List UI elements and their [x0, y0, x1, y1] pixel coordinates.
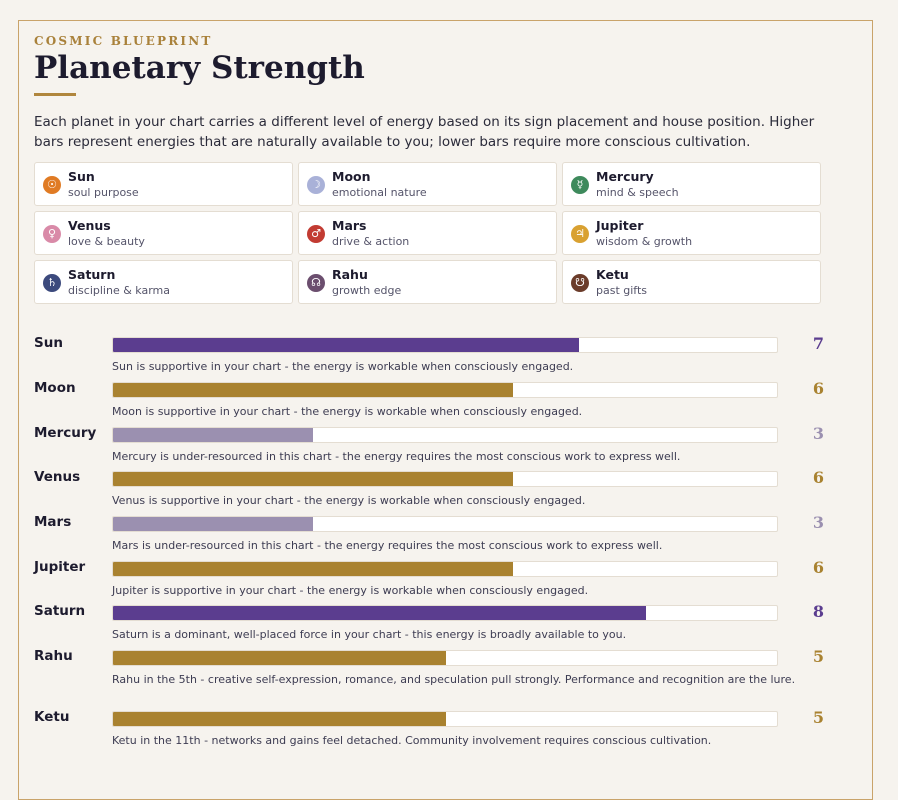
strength-note: Mars is under-resourced in this chart - …: [112, 539, 663, 552]
planet-card-sun: ☉ Sun soul purpose: [34, 162, 293, 206]
sun-icon: ☉: [43, 176, 61, 194]
strength-bar-fill: [113, 562, 513, 576]
planet-card-ketu: ☋ Ketu past gifts: [562, 260, 821, 304]
moon-icon: ☽: [307, 176, 325, 194]
strength-note: Jupiter is supportive in your chart - th…: [112, 584, 589, 597]
strength-bar-track: [112, 382, 778, 398]
planet-name: Jupiter: [596, 218, 644, 233]
planet-name: Mercury: [596, 169, 654, 184]
planet-desc: wisdom & growth: [596, 235, 693, 248]
planet-legend-grid: ☉ Sun soul purpose ☽ Moon emotional nature ☿ Me…: [34, 162, 822, 304]
strength-bar-track: [112, 337, 778, 353]
planet-desc: growth edge: [332, 284, 402, 297]
planet-name: Saturn: [68, 267, 116, 282]
planet-desc: emotional nature: [332, 186, 427, 199]
planet-desc: discipline & karma: [68, 284, 170, 297]
mars-icon: ♂: [307, 225, 325, 243]
planet-card-jupiter: ♃ Jupiter wisdom & growth: [562, 211, 821, 255]
planet-desc: mind & speech: [596, 186, 679, 199]
planet-desc: drive & action: [332, 235, 410, 248]
strength-planet-name: Jupiter: [34, 559, 86, 575]
strength-value: 6: [812, 558, 824, 577]
strength-value: 3: [812, 513, 824, 532]
strength-note: Sun is supportive in your chart - the en…: [112, 360, 574, 373]
strength-planet-name: Saturn: [34, 603, 86, 619]
strength-planet-name: Ketu: [34, 709, 70, 725]
planet-desc: past gifts: [596, 284, 648, 297]
page-title: Planetary Strength: [34, 50, 365, 86]
strength-bar-track: [112, 605, 778, 621]
intro-text: Each planet in your chart carries a diff…: [34, 114, 815, 150]
venus-icon: ♀: [43, 225, 61, 243]
planet-card-mercury: ☿ Mercury mind & speech: [562, 162, 821, 206]
planet-card-venus: ♀ Venus love & beauty: [34, 211, 293, 255]
jupiter-icon: ♃: [571, 225, 589, 243]
strength-bar-fill: [113, 606, 646, 620]
strength-bar-track: [112, 650, 778, 666]
strength-bar-fill: [113, 338, 580, 352]
strength-bar-fill: [113, 651, 446, 665]
strength-value: 8: [812, 602, 824, 621]
strength-note: Rahu in the 5th - creative self-expressi…: [112, 673, 796, 686]
strength-value: 6: [812, 468, 824, 487]
strength-value: 7: [812, 334, 824, 353]
planet-desc: soul purpose: [68, 186, 139, 199]
mercury-icon: ☿: [571, 176, 589, 194]
strength-bar-track: [112, 427, 778, 443]
strength-bar-fill: [113, 712, 446, 726]
strength-planet-name: Moon: [34, 380, 76, 396]
strength-bar-track: [112, 471, 778, 487]
strength-note: Moon is supportive in your chart - the e…: [112, 405, 583, 418]
planet-name: Sun: [68, 169, 95, 184]
strength-note: Mercury is under-resourced in this chart…: [112, 450, 681, 463]
strength-note: Venus is supportive in your chart - the …: [112, 494, 586, 507]
planet-name: Mars: [332, 218, 367, 233]
strength-bar-track: [112, 516, 778, 532]
saturn-icon: ♄: [43, 274, 61, 292]
strength-bar-track: [112, 711, 778, 727]
strength-bar-fill: [113, 428, 313, 442]
strength-bar-track: [112, 561, 778, 577]
ketu-icon: ☋: [571, 274, 589, 292]
strength-value: 3: [812, 424, 824, 443]
eyebrow-label: COSMIC BLUEPRINT: [34, 34, 213, 48]
planet-name: Rahu: [332, 267, 368, 282]
planet-desc: love & beauty: [68, 235, 145, 248]
strength-planet-name: Mercury: [34, 425, 97, 441]
planet-name: Ketu: [596, 267, 629, 282]
title-underline: [34, 93, 76, 96]
planet-card-mars: ♂ Mars drive & action: [298, 211, 557, 255]
planet-name: Moon: [332, 169, 371, 184]
planet-name: Venus: [68, 218, 111, 233]
strength-value: 5: [812, 647, 824, 666]
strength-value: 5: [812, 708, 824, 727]
strength-planet-name: Rahu: [34, 648, 73, 664]
strength-planet-name: Venus: [34, 469, 81, 485]
strength-bar-fill: [113, 472, 513, 486]
strength-planet-name: Mars: [34, 514, 72, 530]
strength-planet-name: Sun: [34, 335, 63, 351]
strength-bar-fill: [113, 383, 513, 397]
strength-value: 6: [812, 379, 824, 398]
planet-card-saturn: ♄ Saturn discipline & karma: [34, 260, 293, 304]
planetary-strength-card: [18, 20, 873, 800]
strength-note: Saturn is a dominant, well-placed force …: [112, 628, 627, 641]
strength-note: Ketu in the 11th - networks and gains fe…: [112, 734, 712, 747]
strength-bar-fill: [113, 517, 313, 531]
rahu-icon: ☊: [307, 274, 325, 292]
planet-card-moon: ☽ Moon emotional nature: [298, 162, 557, 206]
planet-card-rahu: ☊ Rahu growth edge: [298, 260, 557, 304]
